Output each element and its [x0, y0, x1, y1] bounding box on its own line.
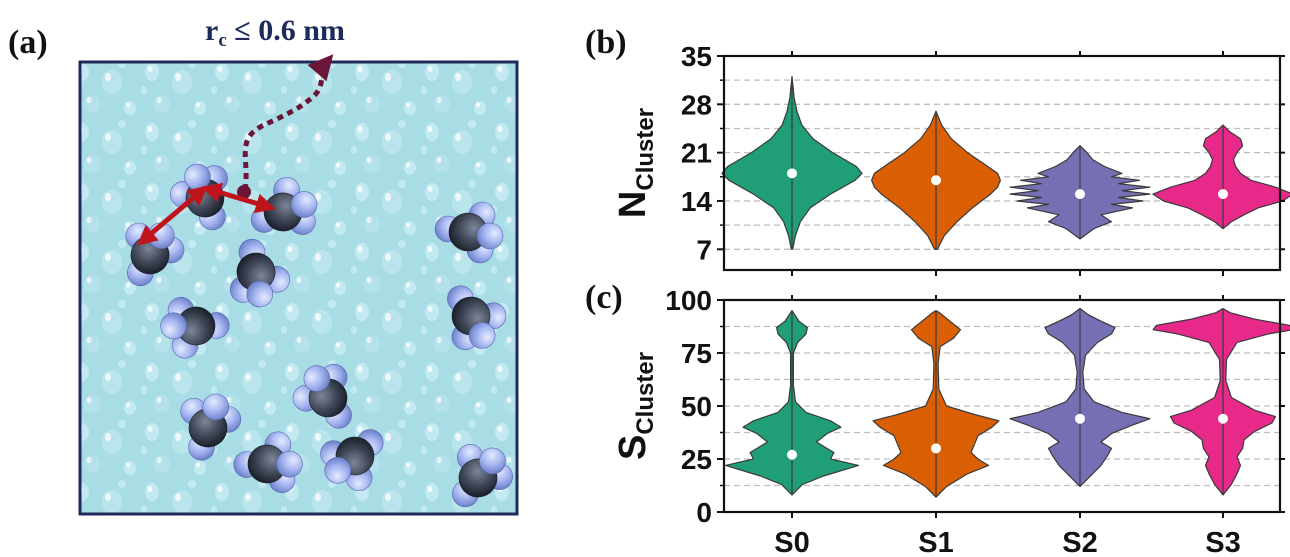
- violin-s3: [1152, 124, 1290, 230]
- distance-arrow-left: [136, 185, 209, 246]
- x-tick-label-s0: S0: [774, 527, 809, 557]
- y-tick-label: 100: [665, 285, 712, 316]
- y-tick-label: 75: [681, 338, 712, 369]
- methane-molecule-icon: [320, 429, 384, 491]
- cutoff-path-dashed-arrow: [242, 54, 334, 191]
- y-axis-label: NCluster: [612, 108, 659, 218]
- methane-molecule-icon: [160, 297, 230, 359]
- y-axis-label-symbol: N: [612, 191, 654, 218]
- cutoff-radius-symbol: r: [205, 14, 218, 47]
- methane-molecule-icon: [434, 201, 504, 264]
- plot-frame: [722, 54, 1282, 272]
- median-point-s0: [787, 449, 797, 460]
- methane-molecule-icon: [180, 393, 242, 461]
- y-axis-label-symbol: S: [612, 435, 654, 460]
- median-point-s3: [1218, 413, 1228, 424]
- violin-s3: [1152, 307, 1290, 496]
- y-axis-label-subscript: Cluster: [632, 352, 659, 435]
- median-point-s1: [931, 175, 941, 186]
- y-tick-label: 50: [681, 391, 712, 422]
- median-point-s2: [1075, 189, 1085, 200]
- y-tick-label: 35: [681, 41, 712, 72]
- methane-molecule-icon: [292, 363, 352, 429]
- y-tick-label: 21: [681, 138, 712, 169]
- panel-c-label: (c): [585, 279, 623, 316]
- methane-molecule-icon: [229, 238, 291, 308]
- y-tick-label: 0: [696, 497, 712, 528]
- cutoff-radius-value: ≤ 0.6 nm: [227, 14, 345, 47]
- methane-molecule-icon: [452, 444, 513, 508]
- median-point-s2: [1075, 413, 1085, 424]
- y-tick-label: 28: [681, 89, 712, 120]
- panel-b-label: (b): [585, 24, 627, 61]
- methane-molecule-icon: [233, 431, 303, 493]
- y-tick-label: 7: [696, 234, 712, 265]
- median-point-s3: [1218, 189, 1228, 200]
- distance-arrow-right: [201, 182, 276, 214]
- median-point-s0: [787, 168, 797, 179]
- y-tick-label: 25: [681, 444, 712, 475]
- x-tick-label-s2: S2: [1062, 527, 1097, 557]
- median-point-s1: [931, 443, 941, 454]
- cutoff-radius-subscript: c: [218, 30, 226, 51]
- y-tick-label: 14: [681, 186, 713, 217]
- y-axis-label-subscript: Cluster: [632, 108, 659, 191]
- violin-chart-s-cluster: 0 25 50 75 100 SCluster S0 S1 S2 S3: [612, 285, 1290, 557]
- water-box: [78, 60, 519, 516]
- panel-a: (a) rc ≤ 0.6 nm: [8, 14, 519, 516]
- methane-molecule-icon: [447, 285, 507, 351]
- x-tick-label-s1: S1: [918, 527, 953, 557]
- violin-chart-n-cluster: 7 14 21 28 35 NCluster: [612, 41, 1290, 276]
- x-tick-label-s3: S3: [1205, 527, 1240, 557]
- y-axis-label: SCluster: [612, 352, 659, 460]
- panel-a-label: (a): [8, 24, 48, 61]
- cutoff-radius-annotation: rc ≤ 0.6 nm: [205, 14, 345, 51]
